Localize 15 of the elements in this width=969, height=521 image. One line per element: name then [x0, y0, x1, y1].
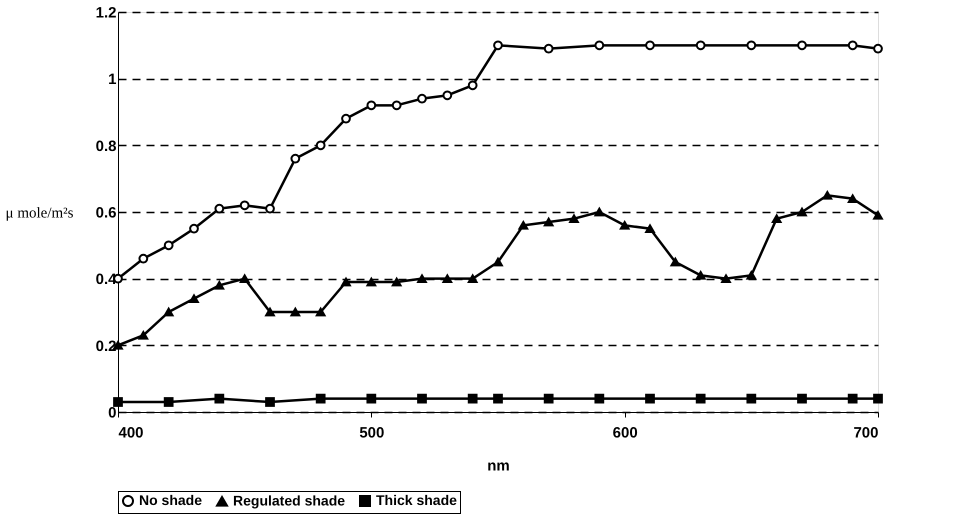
- x-axis-title: nm: [487, 458, 510, 474]
- y-tick-label: 1: [108, 71, 116, 88]
- y-tick-label: 1.2: [96, 4, 116, 22]
- y-tick-label: 0.6: [96, 204, 116, 222]
- legend-label: Thick shade: [376, 492, 458, 508]
- y-tick-label: 0: [108, 404, 116, 422]
- y-tick-label: 0.2: [96, 338, 116, 355]
- x-tick-label: 500: [359, 424, 384, 442]
- y-axis-title: μ mole/m²s: [6, 206, 74, 222]
- legend-label: No shade: [139, 492, 202, 508]
- legend-label: Regulated shade: [233, 492, 346, 508]
- y-tick-label: 0.8: [96, 138, 116, 155]
- x-tick-label: 700: [853, 424, 878, 442]
- x-tick-label: 600: [612, 424, 638, 442]
- x-tick-label: 400: [118, 424, 144, 442]
